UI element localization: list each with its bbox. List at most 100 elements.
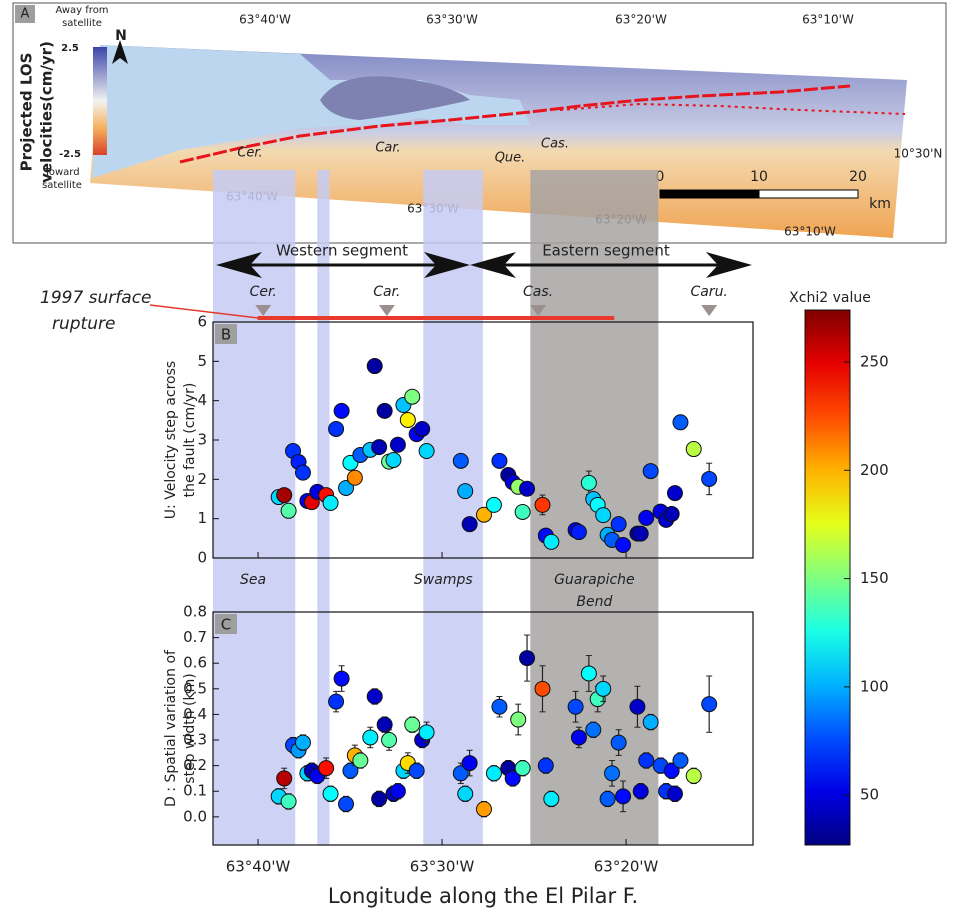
x-tick-label: 63°30'W	[410, 858, 475, 876]
town-marker	[701, 305, 717, 316]
map-lon-top: 63°40'W	[239, 13, 291, 27]
point	[667, 786, 682, 801]
rupture-label: 1997 surface	[40, 288, 152, 308]
point	[377, 403, 392, 418]
point	[372, 440, 387, 455]
point	[405, 389, 420, 404]
point	[419, 444, 434, 459]
y-tick-label: 0.7	[183, 628, 207, 646]
segment-label: Eastern segment	[542, 242, 670, 260]
point	[702, 471, 717, 486]
panel-label: B	[221, 326, 231, 344]
point	[535, 497, 550, 512]
point	[515, 504, 530, 519]
point	[386, 453, 401, 468]
point	[295, 465, 310, 480]
point	[486, 497, 501, 512]
point	[415, 421, 430, 436]
point	[673, 753, 688, 768]
band-label: Guarapiche	[554, 572, 635, 588]
point	[363, 730, 378, 745]
los-tick: -2.5	[59, 149, 81, 160]
point	[334, 671, 349, 686]
point	[511, 712, 526, 727]
point	[323, 495, 338, 510]
y-tick-label: 0.4	[183, 705, 207, 723]
town-label: Que.	[495, 151, 526, 166]
y-tick-label: 0.6	[183, 654, 207, 672]
town-label: Caru.	[690, 284, 727, 300]
point	[686, 768, 701, 783]
y-tick-label: 1	[197, 509, 207, 527]
point	[515, 761, 530, 776]
point	[538, 758, 553, 773]
point	[390, 437, 405, 452]
point	[382, 733, 397, 748]
point	[581, 666, 596, 681]
point	[544, 791, 559, 806]
point	[596, 681, 611, 696]
point	[611, 517, 626, 532]
point	[673, 415, 688, 430]
point	[329, 421, 344, 436]
point	[319, 761, 334, 776]
point	[476, 802, 491, 817]
y-tick-label: 0.0	[183, 807, 207, 825]
y-tick-label: 2	[197, 470, 207, 488]
point	[633, 526, 648, 541]
point	[535, 681, 550, 696]
scale-unit: km	[869, 196, 891, 212]
y-tick-label: 0	[197, 549, 207, 567]
x-axis-label: Longitude along the El Pilar F.	[328, 884, 638, 908]
point	[353, 753, 368, 768]
point	[611, 735, 626, 750]
y-axis-label: D : Spatial variation of	[163, 649, 179, 807]
point	[571, 525, 586, 540]
panel-label: C	[221, 616, 231, 634]
point	[643, 464, 658, 479]
point	[277, 771, 292, 786]
los-colorbar	[93, 47, 107, 155]
point	[702, 697, 717, 712]
y-tick-label: 0.5	[183, 679, 207, 697]
town-label: Car.	[373, 284, 400, 300]
point	[462, 517, 477, 532]
band-label: Bend	[576, 594, 612, 610]
los-title: velocities(cm/yr)	[38, 41, 56, 183]
point	[600, 791, 615, 806]
point	[367, 359, 382, 374]
segment-label: Western segment	[276, 242, 408, 260]
point	[347, 470, 362, 485]
point	[458, 786, 473, 801]
los-title: Projected LOS	[18, 53, 36, 172]
point	[281, 503, 296, 518]
x-tick-label: 63°40'W	[226, 858, 291, 876]
band-label: Swamps	[414, 572, 473, 588]
colorbar-tick-label: 100	[860, 677, 889, 695]
los-tick: 2.5	[61, 43, 79, 54]
point	[492, 453, 507, 468]
los-away: satellite	[62, 18, 102, 29]
north-label: N	[115, 28, 127, 44]
point	[596, 508, 611, 523]
colorbar	[805, 310, 850, 845]
y-tick-label: 0.3	[183, 731, 207, 749]
colorbar-tick-label: 200	[860, 461, 889, 479]
town-label: Cer.	[237, 146, 262, 161]
los-toward: Toward	[43, 167, 79, 178]
los-toward: satellite	[42, 180, 82, 191]
point	[390, 784, 405, 799]
figure: AProjected LOSvelocities(cm/yr)Away from…	[0, 0, 959, 911]
y-tick-label: 5	[197, 352, 207, 370]
point	[667, 486, 682, 501]
point	[581, 475, 596, 490]
colorbar-title: Xchi2 value	[789, 290, 871, 306]
point	[586, 722, 601, 737]
point	[329, 694, 344, 709]
town-label: Cas.	[523, 284, 553, 300]
point	[334, 403, 349, 418]
point	[639, 753, 654, 768]
point	[277, 488, 292, 503]
point	[544, 534, 559, 549]
point	[643, 715, 658, 730]
